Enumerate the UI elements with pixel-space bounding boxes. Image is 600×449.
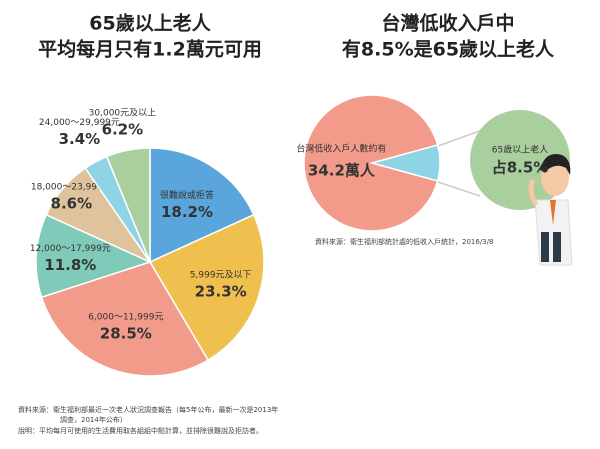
source: 資料來源：衛生福利部統計處的低收入戶統計，2016/3/8 <box>315 237 493 246</box>
value-label: 18.2% <box>161 203 213 221</box>
pie-slice <box>148 213 265 362</box>
pie-slice <box>35 213 153 299</box>
slice-label: 6,000～11,999元 <box>88 312 163 322</box>
value-label: 3.4% <box>59 130 101 148</box>
value-label: 28.5% <box>100 324 152 342</box>
chart-title: 台灣低收入戶中 <box>381 12 514 35</box>
chart-title: 65歲以上老人 <box>89 12 211 35</box>
pie-slice <box>149 147 255 264</box>
annotation: 34.2萬人 <box>308 162 376 180</box>
value-label: 23.3% <box>195 283 247 301</box>
pie-slice <box>105 147 151 263</box>
man-illustration <box>528 154 573 266</box>
slice-label: 24,000～29,999元 <box>39 118 120 128</box>
slice-label: 65歲以上老人 <box>492 144 548 156</box>
note: 說明：平均每月可使用的生活費用取各組組中點計算，並排除很難說及拒訪者。 <box>18 426 263 435</box>
source: 資料來源：衛生福利部最近一次老人狀況調查報告（每5年公布，最新一次是2013年 <box>18 405 278 414</box>
callout-line <box>437 181 481 197</box>
slice-label: 30,000元及以上 <box>89 108 157 119</box>
source: 調查，2014年公布） <box>60 415 127 424</box>
value-label: 占8.5% <box>492 159 549 177</box>
slice-label: 18,000～23,999元 <box>31 183 112 193</box>
value-label: 6.2% <box>102 121 144 139</box>
value-label: 11.8% <box>44 256 96 274</box>
slice-label: 5,999元及以下 <box>190 270 252 281</box>
slice-label: 12,000～17,999元 <box>30 244 111 254</box>
value-label: 8.6% <box>51 195 93 213</box>
pie-slice <box>40 261 210 377</box>
slice-label: 台灣低收入戶人數約有 <box>296 143 386 155</box>
chart-title: 平均每月只有1.2萬元可用 <box>38 38 262 61</box>
pie-slice <box>369 144 441 182</box>
slice-label: 很難說或拒答 <box>160 189 214 201</box>
chart-title: 有8.5%是65歲以上老人 <box>342 38 555 61</box>
